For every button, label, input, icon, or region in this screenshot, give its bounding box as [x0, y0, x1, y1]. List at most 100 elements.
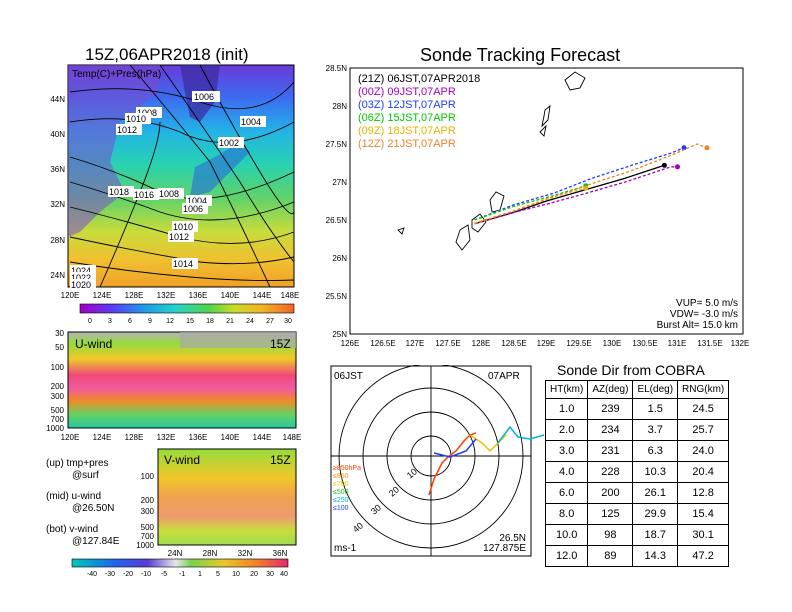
lon-label: 128E: [125, 291, 144, 300]
level-legend: ≤100: [333, 505, 349, 512]
pressure-label: 500: [141, 523, 155, 532]
note-mid-2: @26.50N: [72, 503, 115, 514]
isobar-label: 1020: [71, 280, 91, 290]
x-tick: 131E: [668, 339, 687, 348]
table-cell: 8.0: [544, 503, 589, 525]
x-tick: 131.5E: [697, 339, 722, 348]
lat-label: 24N: [50, 271, 65, 280]
x-tick: 129E: [537, 339, 556, 348]
surface-map: 1006 1008 1010 1012 1004 1002 1018 1016 …: [50, 64, 299, 325]
table-row: 6.0 200 26.1 12.8: [544, 482, 730, 504]
table-cell: 231: [587, 440, 634, 462]
colorbar-label: 10: [232, 571, 240, 578]
lon-label: 136E: [189, 291, 208, 300]
x-tick: 130.5E: [632, 339, 657, 348]
colorbar-label: -20: [123, 571, 133, 578]
level-legend: ≤700: [333, 481, 349, 488]
ring-label: 30: [369, 502, 383, 516]
pressure-label: 200: [51, 382, 65, 391]
vup-param: VUP= 5.0 m/s: [676, 298, 738, 309]
colorbar-label: -40: [87, 571, 97, 578]
table-cell: 20.4: [677, 461, 730, 483]
pressure-label: 1000: [46, 424, 64, 433]
y-tick: 25.5N: [326, 292, 348, 301]
track-series-line: [474, 164, 665, 225]
lon-label: 144E: [253, 291, 272, 300]
ring-label: 20: [387, 484, 401, 498]
colorbar-label: 30: [284, 318, 292, 325]
pressure-label: 300: [51, 392, 65, 401]
lon-label: 132E: [157, 291, 176, 300]
note-bot-2: @127.84E: [72, 536, 120, 547]
isobar-label: 1008: [159, 189, 179, 199]
table-cell: 228: [587, 461, 634, 483]
table-cell: 47.2: [677, 545, 730, 567]
level-legend: ≤250: [333, 497, 349, 504]
x-tick: 130E: [603, 339, 622, 348]
table-cell: 6.3: [632, 440, 679, 462]
table-cell: 26.1: [632, 482, 679, 504]
lat-label: 32N: [50, 200, 65, 209]
table-cell: 1.0: [544, 398, 589, 420]
note-up-2: @surf: [72, 470, 99, 481]
isobar-label: 1022: [71, 273, 91, 283]
isobar-label: 1024: [71, 266, 91, 276]
pressure-label: 700: [141, 532, 155, 541]
pressure-label: 300: [141, 507, 155, 516]
y-tick: 26N: [332, 254, 347, 263]
ring-label: 40: [351, 520, 365, 534]
table-cell: 6.0: [544, 482, 589, 504]
y-tick: 25N: [332, 330, 347, 339]
v-wind-label: V-wind: [164, 453, 200, 467]
polar-lon: 127.875E: [483, 543, 526, 554]
left-panel-title: 15Z,06APR2018 (init): [85, 45, 249, 64]
track-legend-item: (06Z) 15JST,07APR: [358, 112, 456, 124]
table-cell: 30.1: [677, 524, 730, 546]
x-tick: 132E: [731, 339, 750, 348]
table-cell: 98: [587, 524, 634, 546]
isobar-label: 1012: [117, 125, 137, 135]
x-tick: 127E: [406, 339, 425, 348]
lat-label: 44N: [50, 95, 65, 104]
y-tick: 28.5N: [326, 64, 348, 73]
table-cell: 24.0: [677, 440, 730, 462]
lon-label: 124E: [93, 433, 112, 442]
vdw-param: VDW= -3.0 m/s: [670, 309, 738, 320]
isobar-label: 1004: [241, 117, 261, 127]
lon-label: 144E: [253, 433, 272, 442]
polar-time-left: 06JST: [334, 371, 363, 382]
table-row: 1.0 239 1.5 24.5: [544, 398, 730, 420]
y-tick: 27.5N: [326, 140, 348, 149]
table-cell: 15.4: [677, 503, 730, 525]
table-cell: 3.7: [632, 419, 679, 441]
track-lines: [474, 143, 710, 225]
lon-label: 140E: [221, 433, 240, 442]
hodograph-top: [433, 438, 477, 458]
table-cell: 12.0: [544, 545, 589, 567]
table-cell: 3.0: [544, 440, 589, 462]
u-wind-panel: U-wind 15Z 30 50 100 200 300 500 700 100…: [46, 329, 301, 442]
y-tick: 27N: [332, 178, 347, 187]
x-tick: 126.5E: [370, 339, 395, 348]
track-end-point: [675, 164, 680, 170]
v-wind-colorbar: -40 -30 -20 -10 -5 -1 1 5 10 20 30 40: [71, 558, 289, 578]
isobar-label: 1018: [109, 187, 129, 197]
isobar-label: 1012: [169, 232, 189, 242]
isobar-label: 1010: [126, 114, 146, 124]
col-header: AZ(deg): [587, 380, 634, 399]
track-end-point: [704, 145, 710, 151]
y-tick: 26.5N: [326, 216, 348, 225]
table-cell: 239: [587, 398, 634, 420]
colorbar-label: 40: [280, 571, 288, 578]
x-tick: 128E: [472, 339, 491, 348]
polar-plot: 06JST 07APR ms-1 26.5N 127.875E 10 20 30…: [330, 365, 545, 557]
map-inset-label: Temp(C)+Pres(hPa): [72, 69, 161, 80]
colorbar-label: 18: [206, 318, 214, 325]
u-wind-time: 15Z: [270, 337, 291, 351]
pressure-label: 200: [141, 496, 155, 505]
pressure-label: 30: [55, 329, 64, 338]
colorbar-label: 0: [88, 318, 92, 325]
dir-table-title: Sonde Dir from COBRA: [557, 362, 705, 378]
isobar-label: 1014: [173, 259, 193, 269]
ring-label: 10: [405, 466, 419, 480]
